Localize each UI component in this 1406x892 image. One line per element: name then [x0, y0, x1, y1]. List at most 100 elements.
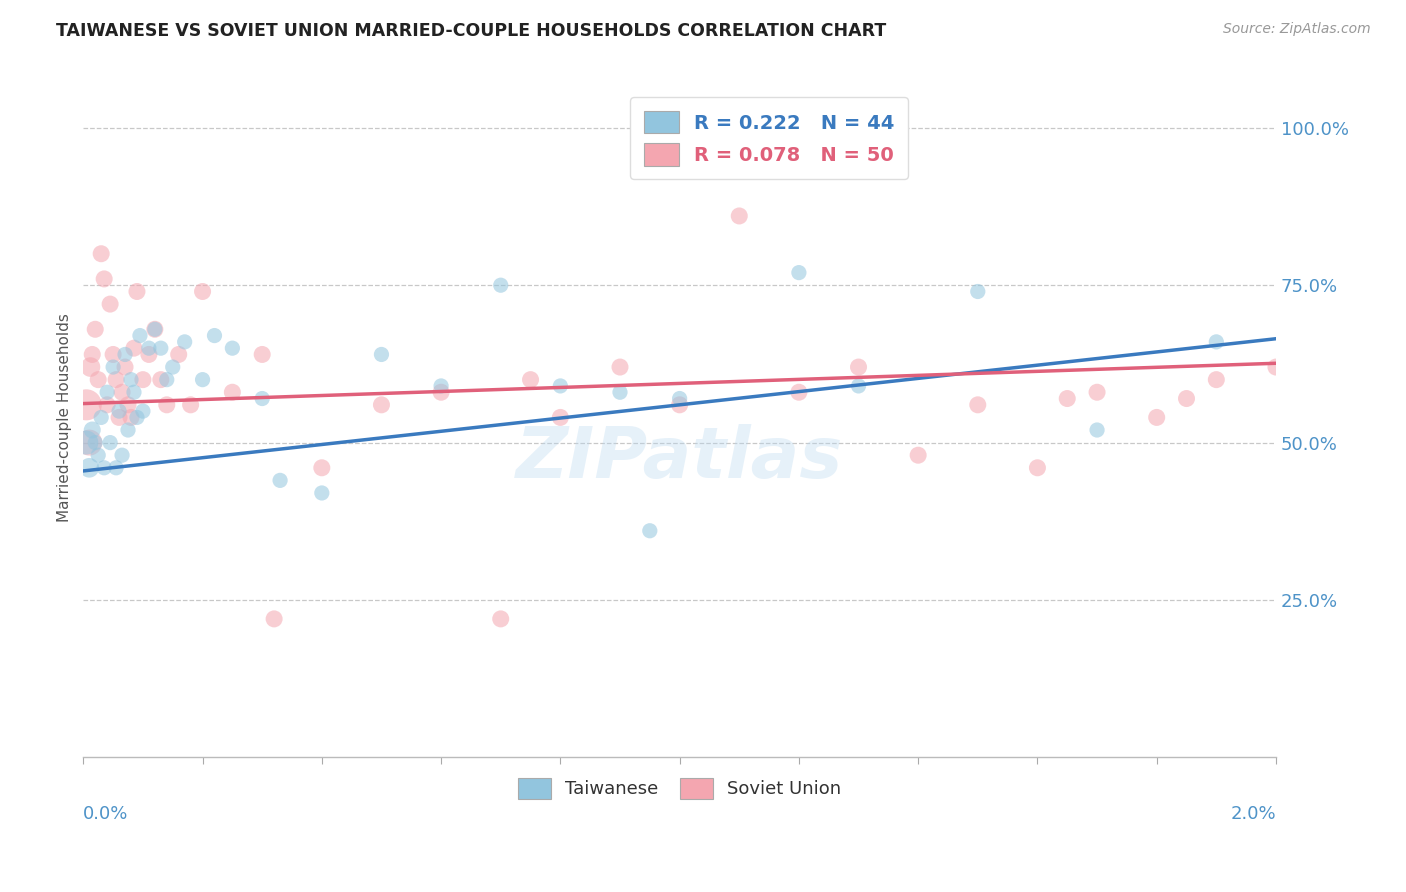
Point — [269, 474, 291, 488]
Point — [609, 359, 631, 374]
Point — [430, 385, 453, 400]
Point — [1175, 392, 1198, 406]
Point — [125, 285, 148, 299]
Point — [609, 385, 631, 400]
Point — [120, 373, 142, 387]
Point — [98, 435, 121, 450]
Point — [1265, 359, 1288, 374]
Point — [96, 385, 118, 400]
Point — [87, 373, 110, 387]
Point — [787, 385, 810, 400]
Point — [191, 285, 214, 299]
Point — [93, 272, 115, 286]
Point — [848, 379, 870, 393]
Point — [111, 448, 134, 462]
Point — [668, 398, 690, 412]
Point — [250, 392, 273, 406]
Point — [221, 341, 243, 355]
Text: ZIPatlas: ZIPatlas — [516, 424, 844, 492]
Point — [132, 404, 155, 418]
Point — [263, 612, 285, 626]
Point — [180, 398, 202, 412]
Point — [162, 359, 184, 374]
Point — [82, 347, 104, 361]
Text: TAIWANESE VS SOVIET UNION MARRIED-COUPLE HOUSEHOLDS CORRELATION CHART: TAIWANESE VS SOVIET UNION MARRIED-COUPLE… — [56, 22, 887, 40]
Point — [90, 246, 112, 260]
Point — [143, 322, 166, 336]
Point — [1085, 385, 1108, 400]
Legend: Taiwanese, Soviet Union: Taiwanese, Soviet Union — [508, 767, 852, 810]
Point — [848, 359, 870, 374]
Point — [77, 435, 100, 450]
Point — [84, 435, 107, 450]
Point — [370, 398, 392, 412]
Point — [173, 334, 195, 349]
Text: 0.0%: 0.0% — [83, 805, 129, 823]
Point — [966, 398, 988, 412]
Point — [204, 328, 226, 343]
Point — [98, 297, 121, 311]
Point — [638, 524, 661, 538]
Point — [108, 404, 131, 418]
Point — [1085, 423, 1108, 437]
Point — [120, 410, 142, 425]
Point — [77, 460, 100, 475]
Point — [108, 410, 131, 425]
Point — [370, 347, 392, 361]
Point — [75, 398, 97, 412]
Point — [221, 385, 243, 400]
Point — [84, 322, 107, 336]
Point — [75, 435, 97, 450]
Point — [129, 328, 152, 343]
Point — [93, 460, 115, 475]
Point — [96, 398, 118, 412]
Point — [1205, 373, 1227, 387]
Point — [117, 398, 139, 412]
Point — [114, 347, 136, 361]
Y-axis label: Married-couple Households: Married-couple Households — [58, 313, 72, 522]
Point — [138, 347, 160, 361]
Point — [1146, 410, 1168, 425]
Point — [156, 398, 179, 412]
Point — [132, 373, 155, 387]
Point — [907, 448, 929, 462]
Point — [550, 379, 572, 393]
Point — [1205, 334, 1227, 349]
Point — [79, 359, 101, 374]
Point — [87, 448, 110, 462]
Point — [167, 347, 190, 361]
Point — [105, 460, 128, 475]
Point — [143, 322, 166, 336]
Point — [149, 341, 172, 355]
Point — [82, 423, 104, 437]
Point — [250, 347, 273, 361]
Point — [105, 373, 128, 387]
Point — [122, 385, 145, 400]
Point — [122, 341, 145, 355]
Point — [191, 373, 214, 387]
Point — [1056, 392, 1078, 406]
Text: Source: ZipAtlas.com: Source: ZipAtlas.com — [1223, 22, 1371, 37]
Point — [149, 373, 172, 387]
Point — [117, 423, 139, 437]
Text: 2.0%: 2.0% — [1230, 805, 1277, 823]
Point — [787, 266, 810, 280]
Point — [519, 373, 541, 387]
Point — [114, 359, 136, 374]
Point — [966, 285, 988, 299]
Point — [489, 278, 512, 293]
Point — [138, 341, 160, 355]
Point — [125, 410, 148, 425]
Point — [156, 373, 179, 387]
Point — [90, 410, 112, 425]
Point — [430, 379, 453, 393]
Point — [311, 486, 333, 500]
Point — [1026, 460, 1049, 475]
Point — [311, 460, 333, 475]
Point — [668, 392, 690, 406]
Point — [101, 347, 124, 361]
Point — [111, 385, 134, 400]
Point — [101, 359, 124, 374]
Point — [489, 612, 512, 626]
Point — [728, 209, 751, 223]
